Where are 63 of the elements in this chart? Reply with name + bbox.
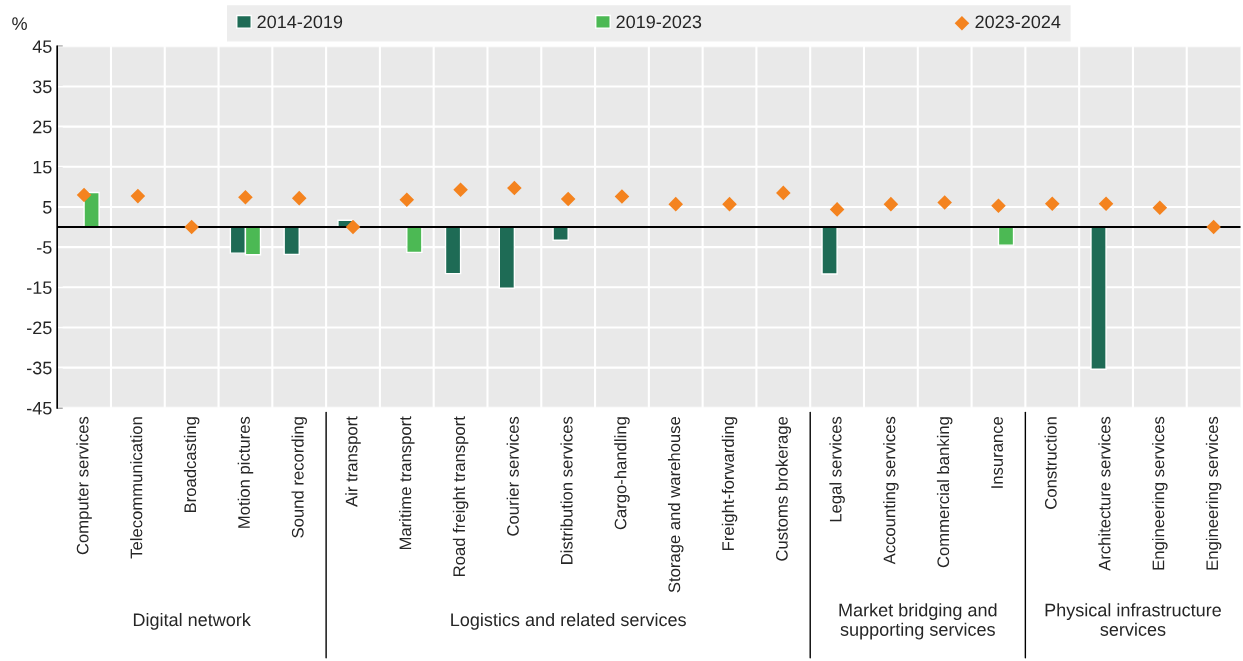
text: Physical infrastructure services bbox=[1045, 603, 1221, 636]
text: Digital network bbox=[133, 612, 251, 630]
point bbox=[560, 191, 576, 207]
bar bbox=[552, 226, 569, 242]
point bbox=[1098, 196, 1114, 212]
point bbox=[130, 188, 146, 204]
x-tick-label: Maritime transport bbox=[399, 416, 415, 550]
y-tick-label: -35 bbox=[27, 361, 52, 375]
point bbox=[1152, 200, 1168, 216]
legend-label: 2014-2019 bbox=[257, 15, 343, 29]
point bbox=[184, 219, 199, 235]
x-tick-label: Storage and warehouse bbox=[667, 416, 684, 593]
legend-label: 2023-2024 bbox=[975, 15, 1061, 29]
x-tick-label: Broadcasting bbox=[183, 417, 200, 513]
point bbox=[937, 195, 952, 210]
x-tick-label: Freight-forwarding bbox=[721, 417, 738, 551]
y-tick-label: 45 bbox=[32, 40, 52, 53]
x-tick-label: Road freight transport bbox=[452, 416, 469, 576]
y-tick-label: -5 bbox=[37, 241, 52, 254]
point bbox=[668, 196, 684, 212]
point bbox=[991, 198, 1006, 214]
y-tick-label: -15 bbox=[27, 281, 52, 295]
y-tick-label: -25 bbox=[27, 321, 52, 335]
point bbox=[1206, 219, 1221, 235]
point bbox=[76, 187, 92, 203]
point bbox=[614, 189, 630, 204]
legend-label: 2019-2023 bbox=[616, 15, 702, 29]
point bbox=[507, 180, 522, 196]
text: Market bridging and supporting services bbox=[839, 603, 997, 640]
y-tick-label: 5 bbox=[43, 201, 52, 214]
point bbox=[722, 196, 737, 212]
x-tick-label: Computer services bbox=[76, 416, 92, 555]
y-tick-label: -45 bbox=[27, 401, 52, 415]
y-tick-label: 15 bbox=[33, 160, 52, 174]
x-tick-label: Accounting services bbox=[883, 416, 899, 565]
point bbox=[1044, 196, 1060, 212]
point bbox=[829, 202, 845, 217]
point bbox=[291, 190, 307, 206]
x-tick-label: Architecture services bbox=[1098, 416, 1111, 571]
point bbox=[453, 182, 468, 197]
x-tick-label: Air transport bbox=[345, 416, 361, 507]
x-tick-label: Commercial banking bbox=[936, 417, 953, 568]
y-tick-label: 25 bbox=[33, 120, 52, 134]
point bbox=[776, 185, 791, 201]
point bbox=[238, 190, 253, 205]
x-tick-label: Courier services bbox=[506, 416, 519, 536]
y-axis-title: % bbox=[12, 17, 27, 30]
point bbox=[399, 192, 415, 208]
x-tick-label: Construction bbox=[1044, 417, 1057, 509]
x-tick-label: Distribution services bbox=[560, 416, 573, 564]
point bbox=[883, 196, 899, 212]
x-tick-label: Engineering services bbox=[1205, 416, 1222, 570]
x-tick-label: Customs brokerage bbox=[775, 416, 792, 561]
text: Logistics and related services bbox=[451, 612, 686, 630]
x-tick-label: Motion pictures bbox=[237, 416, 254, 528]
x-tick-label: Engineering services bbox=[1152, 416, 1168, 570]
x-tick-label: Telecommunication bbox=[130, 417, 143, 559]
x-tick-label: Insurance bbox=[991, 416, 1003, 488]
x-tick-label: Cargo-handling bbox=[614, 417, 630, 530]
x-tick-label: Sound recording bbox=[291, 417, 307, 538]
point bbox=[345, 219, 361, 235]
y-tick-label: 35 bbox=[32, 80, 52, 94]
x-tick-label: Legal services bbox=[829, 416, 845, 522]
